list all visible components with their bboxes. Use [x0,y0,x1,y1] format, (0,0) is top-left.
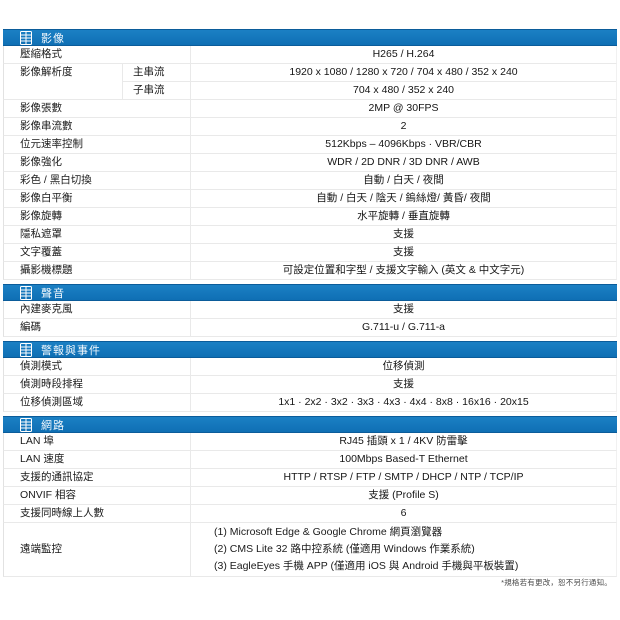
spec-label: ONVIF 相容 [4,487,191,504]
spec-value: 2 [400,120,407,132]
spec-value: 自動 / 白天 / 陰天 / 鎢絲燈/ 黃昏/ 夜間 [316,192,491,204]
table-row: 內建麥克風 支援 [3,301,617,319]
spec-label: 文字覆蓋 [4,244,191,261]
spec-label: 影像串流數 [4,118,191,135]
table-row: 位元速率控制 512Kbps – 4096Kbps · VBR/CBR [3,136,617,154]
table-row: 彩色 / 黑白切換 自動 / 白天 / 夜間 [3,172,617,190]
spec-value: WDR / 2D DNR / 3D DNR / AWB [327,156,480,168]
table-row: 偵測時段排程 支援 [3,376,617,394]
spec-value: RJ45 插頭 x 1 / 4KV 防雷擊 [339,435,468,447]
table-row: 支援的通訊協定 HTTP / RTSP / FTP / SMTP / DHCP … [3,469,617,487]
section-title: 警報與事件 [41,344,101,357]
spec-value-lines: (1) Microsoft Edge & Google Chrome 網頁瀏覽器… [191,523,616,576]
section-header-video: 影像 [3,29,617,46]
stream-subtable: 主串流 1920 x 1080 / 1280 x 720 / 704 x 480… [123,64,616,99]
spec-label: 影像白平衡 [4,190,191,207]
section-title: 網路 [41,419,65,432]
spec-value: HTTP / RTSP / FTP / SMTP / DHCP / NTP / … [283,471,524,483]
spec-value: 6 [400,507,407,519]
spec-label: 偵測時段排程 [4,376,191,393]
spec-value: 可設定位置和字型 / 支援文字輸入 (英文 & 中文字元) [282,264,525,276]
spec-label: LAN 埠 [4,433,191,450]
table-row: LAN 埠 RJ45 插頭 x 1 / 4KV 防雷擊 [3,433,617,451]
spec-value: 512Kbps – 4096Kbps · VBR/CBR [325,138,482,150]
spec-value: 100Mbps Based-T Ethernet [339,453,468,465]
spec-table: 影像 壓縮格式 H265 / H.264 影像解析度 主串流 1920 x 10… [3,29,617,577]
grid-table-icon [20,30,32,45]
section-header-alarm-events: 警報與事件 [3,341,617,358]
table-row: LAN 速度 100Mbps Based-T Ethernet [3,451,617,469]
table-row: 壓縮格式 H265 / H.264 [3,46,617,64]
table-row: ONVIF 相容 支援 (Profile S) [3,487,617,505]
section-title: 聲音 [41,287,65,300]
spec-value: 704 x 480 / 352 x 240 [353,84,454,96]
grid-table-icon [20,342,32,357]
spec-value: 水平旋轉 / 垂直旋轉 [357,210,450,222]
spec-value: 支援 [393,303,414,315]
spec-label: 彩色 / 黑白切換 [4,172,191,189]
table-row: 影像強化 WDR / 2D DNR / 3D DNR / AWB [3,154,617,172]
table-row: 影像旋轉 水平旋轉 / 垂直旋轉 [3,208,617,226]
table-row: 影像白平衡 自動 / 白天 / 陰天 / 鎢絲燈/ 黃昏/ 夜間 [3,190,617,208]
spec-sublabel: 子串流 [123,82,191,99]
grid-table-icon [20,417,32,432]
table-row-resolution: 影像解析度 主串流 1920 x 1080 / 1280 x 720 / 704… [3,64,617,100]
spec-label: 位元速率控制 [4,136,191,153]
table-row: 偵測模式 位移偵測 [3,358,617,376]
table-row: 攝影機標題 可設定位置和字型 / 支援文字輸入 (英文 & 中文字元) [3,262,617,280]
spec-label: 攝影機標題 [4,262,191,279]
table-row: 支援同時線上人數 6 [3,505,617,523]
section-header-audio: 聲音 [3,284,617,301]
spec-value: 1x1 · 2x2 · 3x2 · 3x3 · 4x3 · 4x4 · 8x8 … [278,396,529,408]
spec-label: 內建麥克風 [4,301,191,318]
remote-client-item: (1) Microsoft Edge & Google Chrome 網頁瀏覽器 [214,526,443,538]
spec-value: 支援 [393,228,414,240]
table-row: 隱私遮罩 支援 [3,226,617,244]
table-row: 文字覆蓋 支援 [3,244,617,262]
spec-value: 1920 x 1080 / 1280 x 720 / 704 x 480 / 3… [289,66,518,78]
spec-change-footnote: *規格若有更改，恕不另行通知。 [501,578,612,587]
spec-label: 壓縮格式 [4,46,191,63]
spec-value: H265 / H.264 [372,48,435,60]
grid-table-icon [20,285,32,300]
spec-label: 支援的通訊協定 [4,469,191,486]
spec-value: 自動 / 白天 / 夜間 [363,174,444,186]
spec-label: 影像解析度 [4,64,123,99]
table-row: 位移偵測區域 1x1 · 2x2 · 3x2 · 3x3 · 4x3 · 4x4… [3,394,617,412]
spec-label: 影像旋轉 [4,208,191,225]
spec-label: 支援同時線上人數 [4,505,191,522]
spec-label: 隱私遮罩 [4,226,191,243]
spec-value: G.711-u / G.711-a [361,321,446,333]
remote-client-item: (2) CMS Lite 32 路中控系統 (僅適用 Windows 作業系統) [214,543,475,555]
table-row: 影像張數 2MP @ 30FPS [3,100,617,118]
table-row: 編碼 G.711-u / G.711-a [3,319,617,337]
spec-label: 影像張數 [4,100,191,117]
spec-label: 偵測模式 [4,358,191,375]
table-row-remote-monitoring: 遠端監控 (1) Microsoft Edge & Google Chrome … [3,523,617,577]
table-subrow: 子串流 704 x 480 / 352 x 240 [123,82,616,99]
section-header-network: 網路 [3,416,617,433]
spec-value: 位移偵測 [382,360,425,372]
remote-client-item: (3) EagleEyes 手機 APP (僅適用 iOS 與 Android … [214,560,519,572]
spec-label: 編碼 [4,319,191,336]
spec-value: 支援 [393,378,414,390]
spec-value: 支援 [393,246,414,258]
spec-value: 2MP @ 30FPS [368,102,439,114]
spec-sublabel: 主串流 [123,64,191,81]
spec-label: 位移偵測區域 [4,394,191,411]
table-row: 影像串流數 2 [3,118,617,136]
spec-label: 影像強化 [4,154,191,171]
spec-label: LAN 速度 [4,451,191,468]
section-title: 影像 [41,32,65,45]
table-subrow: 主串流 1920 x 1080 / 1280 x 720 / 704 x 480… [123,64,616,82]
spec-value: 支援 (Profile S) [368,489,439,501]
spec-label: 遠端監控 [4,523,191,576]
